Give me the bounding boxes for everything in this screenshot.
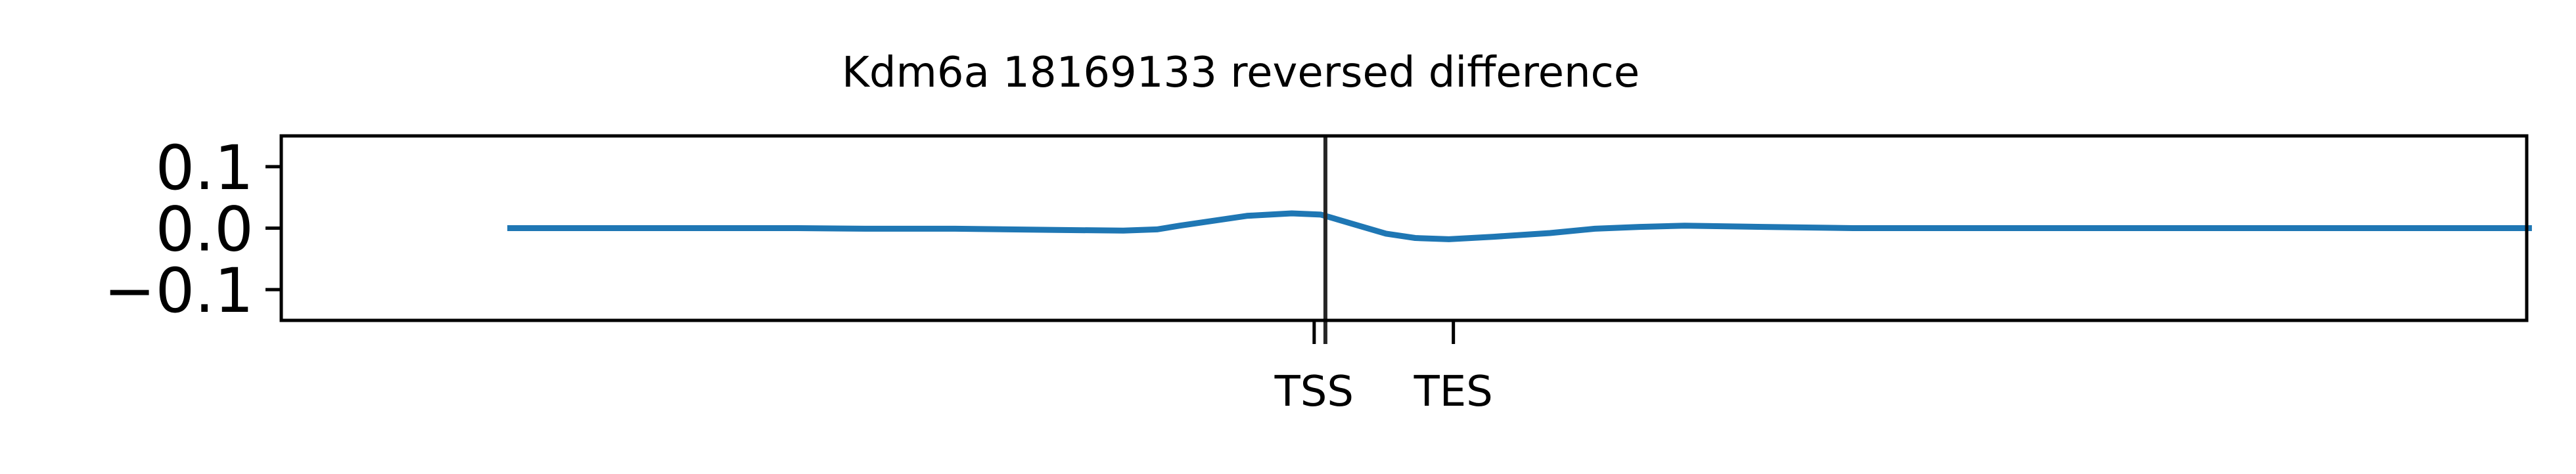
series-line-0: [507, 210, 2532, 242]
plot-area: 0.10.0−0.1 TSS TES: [104, 133, 2532, 416]
chart-title: Kdm6a 18169133 reversed difference: [842, 49, 1640, 97]
y-tick-label-0: 0.1: [156, 133, 254, 204]
y-tick-label-1: 0.0: [156, 194, 254, 266]
x-tick-label-1: TES: [1414, 368, 1493, 416]
y-tick-label-2: −0.1: [104, 255, 254, 327]
x-tick-label-0: TSS: [1274, 368, 1354, 416]
